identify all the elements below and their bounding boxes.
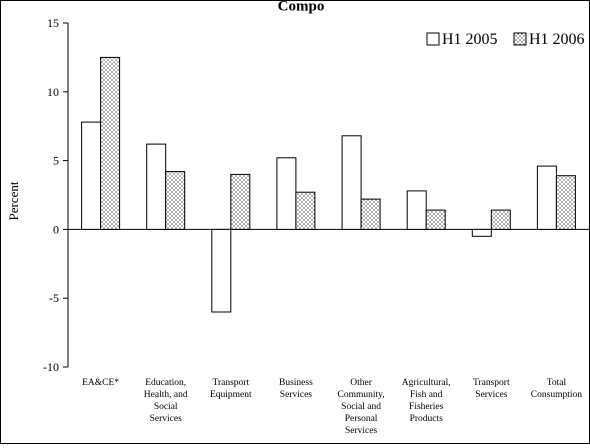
x-category-label: EA&CE* <box>82 378 119 388</box>
y-tick-label: 0 <box>53 222 59 236</box>
y-tick-label: -5 <box>49 291 59 305</box>
bar-h1-2005 <box>406 190 427 230</box>
x-category-label: Transport Services <box>473 378 510 400</box>
x-category-label-line: Total <box>547 378 567 388</box>
chart-title-partial: Compo <box>278 1 325 14</box>
y-tick-label: 10 <box>47 85 59 99</box>
x-category-label-line: Transport <box>473 378 510 388</box>
x-category-label-line: Other <box>350 378 372 388</box>
x-category-label-line: Community, <box>338 390 385 400</box>
x-category-label-line: Fisheries <box>409 402 444 412</box>
x-category-label-line: Transport <box>212 378 249 388</box>
x-category-label-line: Services <box>280 390 312 400</box>
bar-h1-2005 <box>211 228 232 313</box>
x-category-label: Other Community, Social and Personal Service… <box>338 378 385 436</box>
x-category-label-line: Agricultural, <box>402 378 451 388</box>
x-category-label: Business Services <box>279 378 313 400</box>
y-tick-label: 15 <box>47 16 59 30</box>
y-tick-label: -10 <box>43 360 59 374</box>
x-category-label-line: EA&CE* <box>82 378 119 388</box>
bar-h1-2006 <box>165 171 186 230</box>
legend-swatch-h1-2006 <box>513 32 527 46</box>
x-category-label-line: Education, <box>145 378 186 388</box>
legend-label-h1-2006: H1 2006 <box>529 31 585 48</box>
legend-label-h1-2005: H1 2005 <box>442 31 498 48</box>
x-category-label-line: Services <box>150 414 182 424</box>
bar-h1-2005 <box>536 165 557 230</box>
x-category-label-line: Health, and <box>144 390 188 400</box>
bar-h1-2005 <box>276 157 297 230</box>
x-category-label-line: Products <box>410 414 444 424</box>
bar-h1-2006 <box>490 209 511 230</box>
x-category-label-line: Equipment <box>210 390 252 400</box>
bar-h1-2006 <box>295 191 316 230</box>
x-category-label-line: Social and <box>341 402 381 412</box>
bar-h1-2005 <box>471 228 492 237</box>
bar-h1-2006 <box>555 175 576 230</box>
bar-h1-2005 <box>81 121 102 230</box>
bar-h1-2006 <box>360 198 381 230</box>
y-tick-label: 5 <box>53 154 59 168</box>
x-category-label: Total Consumption <box>531 378 582 400</box>
x-category-label-line: Services <box>345 426 377 436</box>
x-category-label-line: Social <box>154 402 178 412</box>
x-category-label: Transport Equipment <box>210 378 252 400</box>
y-axis-title: Percent <box>6 181 21 220</box>
x-category-label: Agricultural, Fish and Fisheries Products <box>402 378 451 424</box>
x-category-label-line: Business <box>279 378 313 388</box>
bar-h1-2006 <box>100 56 121 230</box>
legend-swatch-h1-2005 <box>426 32 440 46</box>
x-category-label-line: Services <box>475 390 507 400</box>
x-category-label-line: Personal <box>345 414 378 424</box>
x-category-label-line: Consumption <box>531 390 582 400</box>
legend: H1 2005 H1 2006 <box>426 31 585 48</box>
bar-h1-2005 <box>341 135 362 230</box>
bar-h1-2005 <box>146 143 167 230</box>
bar-h1-2006 <box>425 209 446 230</box>
x-category-label-line: Fish and <box>410 390 443 400</box>
x-category-label: Education, Health, and Social Services <box>144 378 188 424</box>
bar-h1-2006 <box>230 173 251 230</box>
